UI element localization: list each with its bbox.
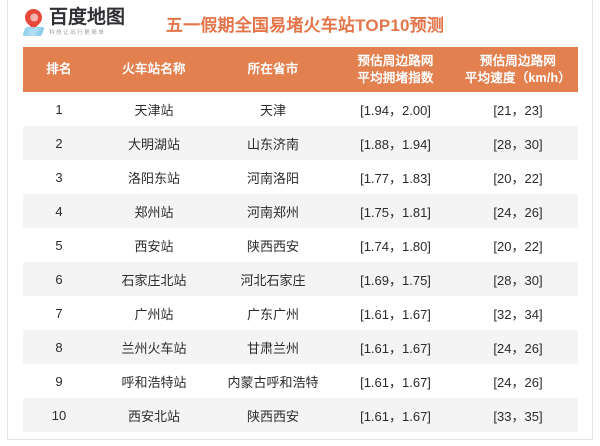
cell-region: 天津 (213, 92, 333, 126)
cell-average-speed: [24，26] (458, 194, 578, 228)
cell-station: 呼和浩特站 (95, 364, 213, 398)
cell-station: 广州站 (95, 296, 213, 330)
table-row: 7 广州站 广东广州 [1.61，1.67] [32，34] (23, 296, 578, 330)
cell-congestion-index: [1.61，1.67] (333, 296, 458, 330)
cell-station: 兰州火车站 (95, 330, 213, 364)
cell-station: 大明湖站 (95, 126, 213, 160)
cell-congestion-index: [1.74，1.80] (333, 228, 458, 262)
table-row: 4 郑州站 河南郑州 [1.75，1.81] [24，26] (23, 194, 578, 228)
cell-congestion-index: [1.94，2.00] (333, 92, 458, 126)
cell-average-speed: [21，23] (458, 92, 578, 126)
cell-station: 郑州站 (95, 194, 213, 228)
cell-station: 西安北站 (95, 398, 213, 432)
cell-rank: 6 (23, 262, 95, 296)
cell-region: 河南郑州 (213, 194, 333, 228)
cell-congestion-index: [1.69，1.75] (333, 262, 458, 296)
table-row: 5 西安站 陕西西安 [1.74，1.80] [20，22] (23, 228, 578, 262)
table-row: 6 石家庄北站 河北石家庄 [1.69，1.75] [28，30] (23, 262, 578, 296)
cell-rank: 7 (23, 296, 95, 330)
cell-region: 陕西西安 (213, 398, 333, 432)
ranking-table: 排名 火车站名称 所在省市 预估周边路网 平均拥堵指数 预估周边路网 平均速度（ (23, 47, 578, 432)
table-header: 排名 火车站名称 所在省市 预估周边路网 平均拥堵指数 预估周边路网 平均速度（ (23, 47, 578, 92)
cell-region: 河北石家庄 (213, 262, 333, 296)
table-row: 10 西安北站 陕西西安 [1.61，1.67] [33，35] (23, 398, 578, 432)
cell-region: 甘肃兰州 (213, 330, 333, 364)
cell-station: 洛阳东站 (95, 160, 213, 194)
cell-rank: 8 (23, 330, 95, 364)
column-header-station: 火车站名称 (95, 47, 213, 92)
page-title: 五一假期全国易堵火车站TOP10预测 (165, 16, 445, 35)
cell-congestion-index: [1.77，1.83] (333, 160, 458, 194)
table-header-row: 排名 火车站名称 所在省市 预估周边路网 平均拥堵指数 预估周边路网 平均速度（ (23, 47, 578, 92)
page-header: 百度地图 科技让出行更简单 五一假期全国易堵火车站TOP10预测 (0, 0, 600, 44)
table-row: 2 大明湖站 山东济南 [1.88，1.94] [28，30] (23, 126, 578, 160)
column-header-congestion-index-line2: 平均拥堵指数 (357, 70, 434, 85)
table-row: 3 洛阳东站 河南洛阳 [1.77，1.83] [20，22] (23, 160, 578, 194)
cell-average-speed: [32，34] (458, 296, 578, 330)
cell-region: 河南洛阳 (213, 160, 333, 194)
cell-rank: 3 (23, 160, 95, 194)
column-header-congestion-index-line1: 预估周边路网 (357, 53, 434, 68)
column-header-average-speed-line2: 平均速度（km/h） (464, 70, 572, 85)
column-header-rank: 排名 (23, 47, 95, 92)
map-pin-icon (21, 4, 46, 36)
column-header-rank-label: 排名 (46, 62, 72, 77)
cell-rank: 9 (23, 364, 95, 398)
column-header-region-label: 所在省市 (247, 62, 299, 77)
column-header-congestion-index: 预估周边路网 平均拥堵指数 (333, 47, 458, 92)
cell-average-speed: [28，30] (458, 126, 578, 160)
column-header-average-speed: 预估周边路网 平均速度（km/h） (458, 47, 578, 92)
column-header-region: 所在省市 (213, 47, 333, 92)
cell-congestion-index: [1.61，1.67] (333, 364, 458, 398)
cell-congestion-index: [1.61，1.67] (333, 330, 458, 364)
cell-region: 陕西西安 (213, 228, 333, 262)
brand-slogan: 科技让出行更简单 (49, 30, 106, 36)
brand-text: 百度地图 科技让出行更简单 (49, 8, 125, 36)
cell-station: 石家庄北站 (95, 262, 213, 296)
brand-logo[interactable]: 百度地图 科技让出行更简单 (21, 4, 125, 36)
cell-region: 广东广州 (213, 296, 333, 330)
cell-rank: 5 (23, 228, 95, 262)
column-header-station-label: 火车站名称 (122, 62, 186, 77)
cell-average-speed: [20，22] (458, 160, 578, 194)
cell-congestion-index: [1.61，1.67] (333, 398, 458, 432)
cell-average-speed: [28，30] (458, 262, 578, 296)
table-body: 1 天津站 天津 [1.94，2.00] [21，23] 2 大明湖站 山东济南… (23, 92, 578, 432)
cell-station: 西安站 (95, 228, 213, 262)
brand-name: 百度地图 (49, 7, 126, 28)
cell-station: 天津站 (95, 92, 213, 126)
cell-region: 山东济南 (213, 126, 333, 160)
cell-average-speed: [20，22] (458, 228, 578, 262)
cell-rank: 1 (23, 92, 95, 126)
table-row: 1 天津站 天津 [1.94，2.00] [21，23] (23, 92, 578, 126)
table-row: 8 兰州火车站 甘肃兰州 [1.61，1.67] [24，26] (23, 330, 578, 364)
column-header-average-speed-line1: 预估周边路网 (479, 53, 557, 68)
cell-rank: 10 (23, 398, 95, 432)
cell-congestion-index: [1.88，1.94] (333, 126, 458, 160)
cell-average-speed: [24，26] (458, 330, 578, 364)
cell-rank: 4 (23, 194, 95, 228)
ranking-table-container: 排名 火车站名称 所在省市 预估周边路网 平均拥堵指数 预估周边路网 平均速度（ (23, 47, 578, 432)
cell-congestion-index: [1.75，1.81] (333, 194, 458, 228)
cell-average-speed: [33，35] (458, 398, 578, 432)
cell-rank: 2 (23, 126, 95, 160)
cell-region: 内蒙古呼和浩特 (213, 364, 333, 398)
cell-average-speed: [24，26] (458, 364, 578, 398)
table-row: 9 呼和浩特站 内蒙古呼和浩特 [1.61，1.67] [24，26] (23, 364, 578, 398)
